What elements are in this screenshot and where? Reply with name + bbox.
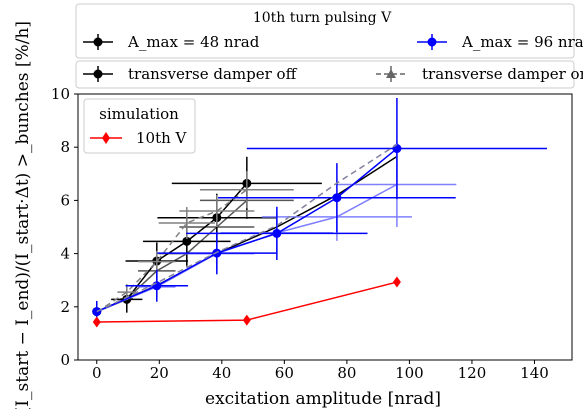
data-point (182, 236, 192, 246)
x-tick-label: 120 (458, 364, 487, 382)
data-point (152, 281, 162, 291)
x-tick-label: 0 (92, 364, 102, 382)
data-point (242, 314, 251, 326)
x-tick-label: 100 (395, 364, 424, 382)
legend-inner-title: simulation (99, 105, 179, 123)
x-axis-label: excitation amplitude [nrad] (205, 389, 441, 409)
x-tick-label: 60 (275, 364, 294, 382)
legend-top-label-96: A_max = 96 nrad (461, 33, 583, 51)
legend-top: 10th turn pulsing V A_max = 48 nrad A_ma… (75, 3, 583, 59)
legend-marker-black-circle (93, 37, 103, 47)
x-tick-label: 140 (520, 364, 549, 382)
series-line (96, 189, 248, 313)
data-point (92, 316, 101, 328)
legend-mid-label-on: transverse damper on (422, 65, 583, 83)
legend-mid-entry-off: transverse damper off (83, 65, 298, 83)
legend-top-title: 10th turn pulsing V (253, 10, 392, 26)
y-axis-label-text: < (I_start − I_end)/(I_start·Δt) >_bunch… (13, 21, 33, 409)
x-tick-label: 80 (337, 364, 356, 382)
x-tick-label: 20 (150, 364, 169, 382)
plot-frame (77, 93, 573, 361)
y-tick-label: 4 (60, 245, 70, 263)
series-line (96, 143, 398, 313)
data-point (332, 193, 342, 203)
legend-inner: simulation 10th V (83, 98, 196, 154)
legend-mid: transverse damper off transverse damper … (75, 60, 583, 89)
series-6 (96, 143, 398, 313)
data-point (392, 276, 401, 288)
legend-mid-entry-on: transverse damper on (376, 65, 583, 83)
y-tick-label: 8 (60, 138, 70, 156)
y-tick-label: 0 (60, 351, 70, 369)
series-5 (92, 97, 547, 323)
legend-top-entry-48: A_max = 48 nrad (83, 33, 260, 51)
y-axis-label: < (I_start − I_end)/(I_start·Δt) >_bunch… (13, 21, 33, 409)
legend-top-label-48: A_max = 48 nrad (127, 33, 260, 51)
legend-marker-red-diamond (102, 132, 110, 144)
legend-marker-blue-circle (427, 37, 437, 47)
data-point (272, 228, 282, 238)
legend-mid-label-off: transverse damper off (128, 65, 298, 83)
y-tick-label: 10 (51, 85, 70, 103)
series-line (96, 147, 398, 313)
y-tick-label: 6 (60, 191, 70, 209)
x-tick-label: 40 (212, 364, 231, 382)
y-tick-label: 2 (60, 298, 70, 316)
legend-marker-triangle (386, 69, 396, 78)
legend-inner-label: 10th V (136, 129, 188, 147)
legend-top-entry-96: A_max = 96 nrad (417, 33, 583, 51)
series-7 (92, 276, 401, 328)
